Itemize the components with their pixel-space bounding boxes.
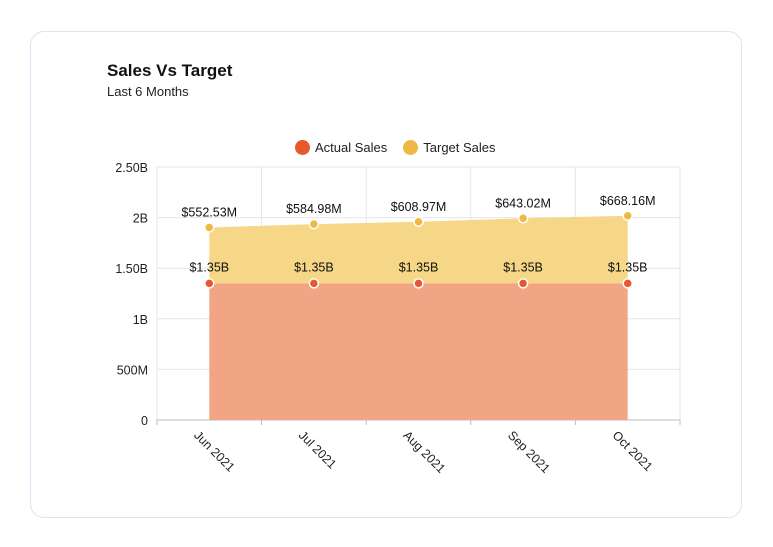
chart-legend: Actual Sales Target Sales [295, 140, 512, 155]
legend-label-target: Target Sales [423, 140, 496, 155]
y-tick-label: 2B [133, 212, 148, 226]
y-tick-label: 2.50B [115, 161, 148, 175]
y-tick-label: 0 [141, 414, 148, 428]
y-tick-label: 1B [133, 313, 148, 327]
point-actual-sales [517, 278, 529, 289]
x-tick-label: Sep 2021 [505, 428, 553, 476]
data-label-target-sales: $643.02M [495, 196, 551, 210]
point-target-sales [622, 210, 633, 222]
data-label-actual-sales: $1.35B [399, 260, 439, 274]
point-actual-sales [308, 278, 320, 289]
chart-subtitle: Last 6 Months [107, 84, 189, 99]
data-label-target-sales: $668.16M [600, 194, 656, 208]
legend-swatch-actual [295, 140, 310, 155]
data-label-actual-sales: $1.35B [189, 260, 229, 274]
area-actual-sales [209, 283, 628, 420]
y-tick-label: 1.50B [115, 262, 148, 276]
data-label-actual-sales: $1.35B [503, 260, 543, 274]
point-actual-sales [204, 278, 215, 289]
data-label-target-sales: $584.98M [286, 202, 342, 216]
x-tick-label: Aug 2021 [400, 428, 448, 476]
legend-item-actual[interactable]: Actual Sales [295, 140, 387, 155]
x-tick-label: Jul 2021 [296, 428, 339, 471]
data-label-actual-sales: $1.35B [608, 260, 648, 274]
legend-item-target[interactable]: Target Sales [403, 140, 496, 155]
chart-title: Sales Vs Target [107, 61, 233, 80]
legend-label-actual: Actual Sales [315, 140, 388, 155]
point-target-sales [204, 222, 215, 233]
point-actual-sales [622, 278, 633, 289]
legend-swatch-target [403, 140, 419, 155]
point-target-sales [413, 216, 424, 228]
data-label-target-sales: $608.97M [391, 200, 447, 214]
point-actual-sales [413, 278, 424, 289]
area-target-sales [209, 215, 628, 284]
y-tick-label: 500M [117, 363, 148, 377]
x-tick-label: Oct 2021 [610, 428, 656, 474]
point-target-sales [308, 218, 320, 230]
point-target-sales [517, 213, 529, 224]
x-tick-label: Jun 2021 [191, 428, 237, 474]
data-label-target-sales: $552.53M [181, 205, 237, 219]
data-label-actual-sales: $1.35B [294, 260, 334, 274]
